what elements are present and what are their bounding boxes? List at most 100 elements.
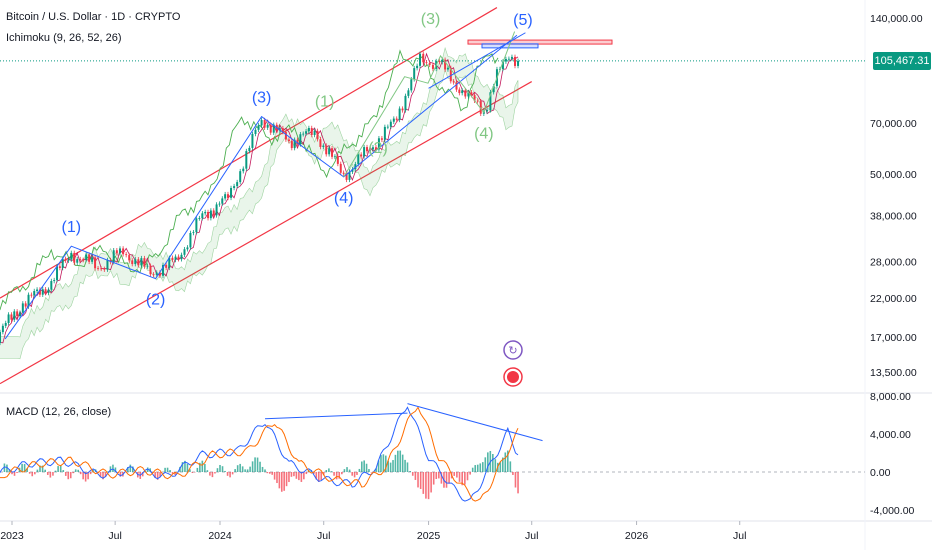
candle-body [137, 259, 140, 266]
macd-histogram-bar [99, 472, 102, 478]
candle-body [24, 303, 27, 307]
candle-body [212, 210, 215, 216]
candle-body [260, 120, 263, 126]
candle-body [94, 257, 97, 269]
price-axis: 140,000.00 70,000.00 50,000.00 38,000.00 28,… [870, 13, 923, 379]
macd-histogram-bar [107, 471, 109, 472]
candle-body [444, 59, 447, 70]
macd-histogram-bar [256, 457, 259, 472]
candle-body [307, 128, 310, 132]
macd-histogram-bar [261, 466, 264, 472]
macd-histogram-bar [69, 472, 72, 479]
macd-histogram-bar [171, 472, 174, 474]
candle-body [313, 130, 316, 135]
macd-histogram-bar [21, 463, 23, 472]
macd-histogram-bar [358, 468, 361, 472]
macd-histogram-bar [430, 472, 432, 493]
candle-body [476, 100, 479, 102]
macd-histogram-bar [273, 472, 276, 480]
candle-body [224, 194, 227, 199]
candle-body [134, 259, 137, 265]
price-tick-label: 70,000.00 [870, 118, 917, 130]
candle-body [380, 138, 383, 140]
candle-body [510, 56, 513, 59]
wave-label-secondary: (3) [421, 11, 441, 28]
candle-body [207, 211, 210, 219]
split-event-icon [503, 340, 523, 360]
candle-body [106, 260, 109, 270]
macd-histogram-bar [109, 466, 112, 472]
macd-histogram-bar [401, 454, 404, 472]
time-axis: 2023 Jul 2024 Jul 2025 Jul 2026 Jul [0, 521, 746, 542]
macd-histogram-bar [466, 472, 469, 481]
price-tick-label: 50,000.00 [870, 169, 917, 181]
candle-body [195, 218, 198, 233]
candle-body [290, 140, 293, 149]
macd-histogram-bar [166, 467, 169, 472]
candle-body [140, 258, 143, 266]
candle-body [149, 265, 152, 275]
macd-histogram-bar [241, 466, 244, 472]
candle-body [189, 233, 192, 248]
candle-body [125, 254, 128, 256]
candle-body [333, 156, 336, 158]
candle-body [192, 232, 195, 234]
macd-histogram-bar [59, 465, 62, 472]
macd-histogram-bar [288, 472, 290, 483]
macd-histogram-bar [356, 472, 358, 475]
candle-body [377, 138, 380, 150]
macd-histogram-bar [476, 464, 479, 472]
macd-histogram-bar [8, 469, 11, 472]
macd-histogram-bar [36, 469, 39, 472]
wave-trendline [428, 32, 526, 89]
macd-histogram-bar [231, 472, 234, 475]
macd-histogram-bar [3, 463, 6, 472]
us-flag-event-fill [507, 371, 519, 383]
macd-histogram-bar [370, 472, 373, 473]
macd-histogram-bar [512, 472, 514, 475]
candle-body [398, 108, 401, 120]
macd-histogram-bar [181, 462, 184, 472]
macd-histogram-bar [112, 464, 114, 472]
candle-body [464, 90, 467, 97]
macd-histogram-bar [164, 467, 166, 472]
price-tick-label: 13,500.00 [870, 367, 917, 379]
macd-divergence-line-2 [407, 403, 543, 442]
candle-body [316, 130, 319, 140]
macd-histogram-bar [249, 466, 251, 472]
macd-histogram-bar [501, 457, 504, 472]
macd-histogram-bar [298, 472, 300, 481]
macd-histogram-bar [389, 462, 392, 472]
candle-body [348, 171, 351, 180]
candle-body [236, 182, 239, 187]
candle-body [239, 171, 242, 183]
macd-histogram-bar [244, 469, 246, 472]
candle-body [404, 95, 407, 111]
macd-histogram-bar [382, 454, 385, 472]
price-tick-label: 28,000.00 [870, 257, 917, 269]
macd-histogram-bar [392, 460, 394, 472]
macd-histogram-bar [380, 455, 382, 472]
macd-histogram-bar [280, 472, 283, 492]
macd-histogram-bar [209, 472, 211, 476]
macd-histogram-bar [474, 465, 477, 472]
macd-histogram-bar [341, 472, 343, 475]
macd-histogram-bar [82, 472, 84, 480]
macd-histogram-bar [343, 469, 346, 472]
macd-histogram-bar [305, 472, 308, 475]
macd-histogram-bar [285, 472, 288, 487]
candle-body [53, 280, 56, 282]
macd-histogram-bar [221, 466, 224, 472]
macd-histogram-bar [365, 463, 368, 472]
candle-body [85, 254, 88, 260]
macd-histogram-bar [484, 457, 487, 472]
candle-body [416, 65, 419, 69]
wave-label-secondary: (4) [474, 125, 494, 142]
candle-body [61, 258, 64, 268]
candle-body [30, 294, 33, 296]
macd-histogram-bar [419, 472, 422, 489]
candle-body [131, 260, 134, 265]
channel-lower-line [0, 81, 533, 385]
elliott-wave-secondary-path [343, 31, 516, 178]
